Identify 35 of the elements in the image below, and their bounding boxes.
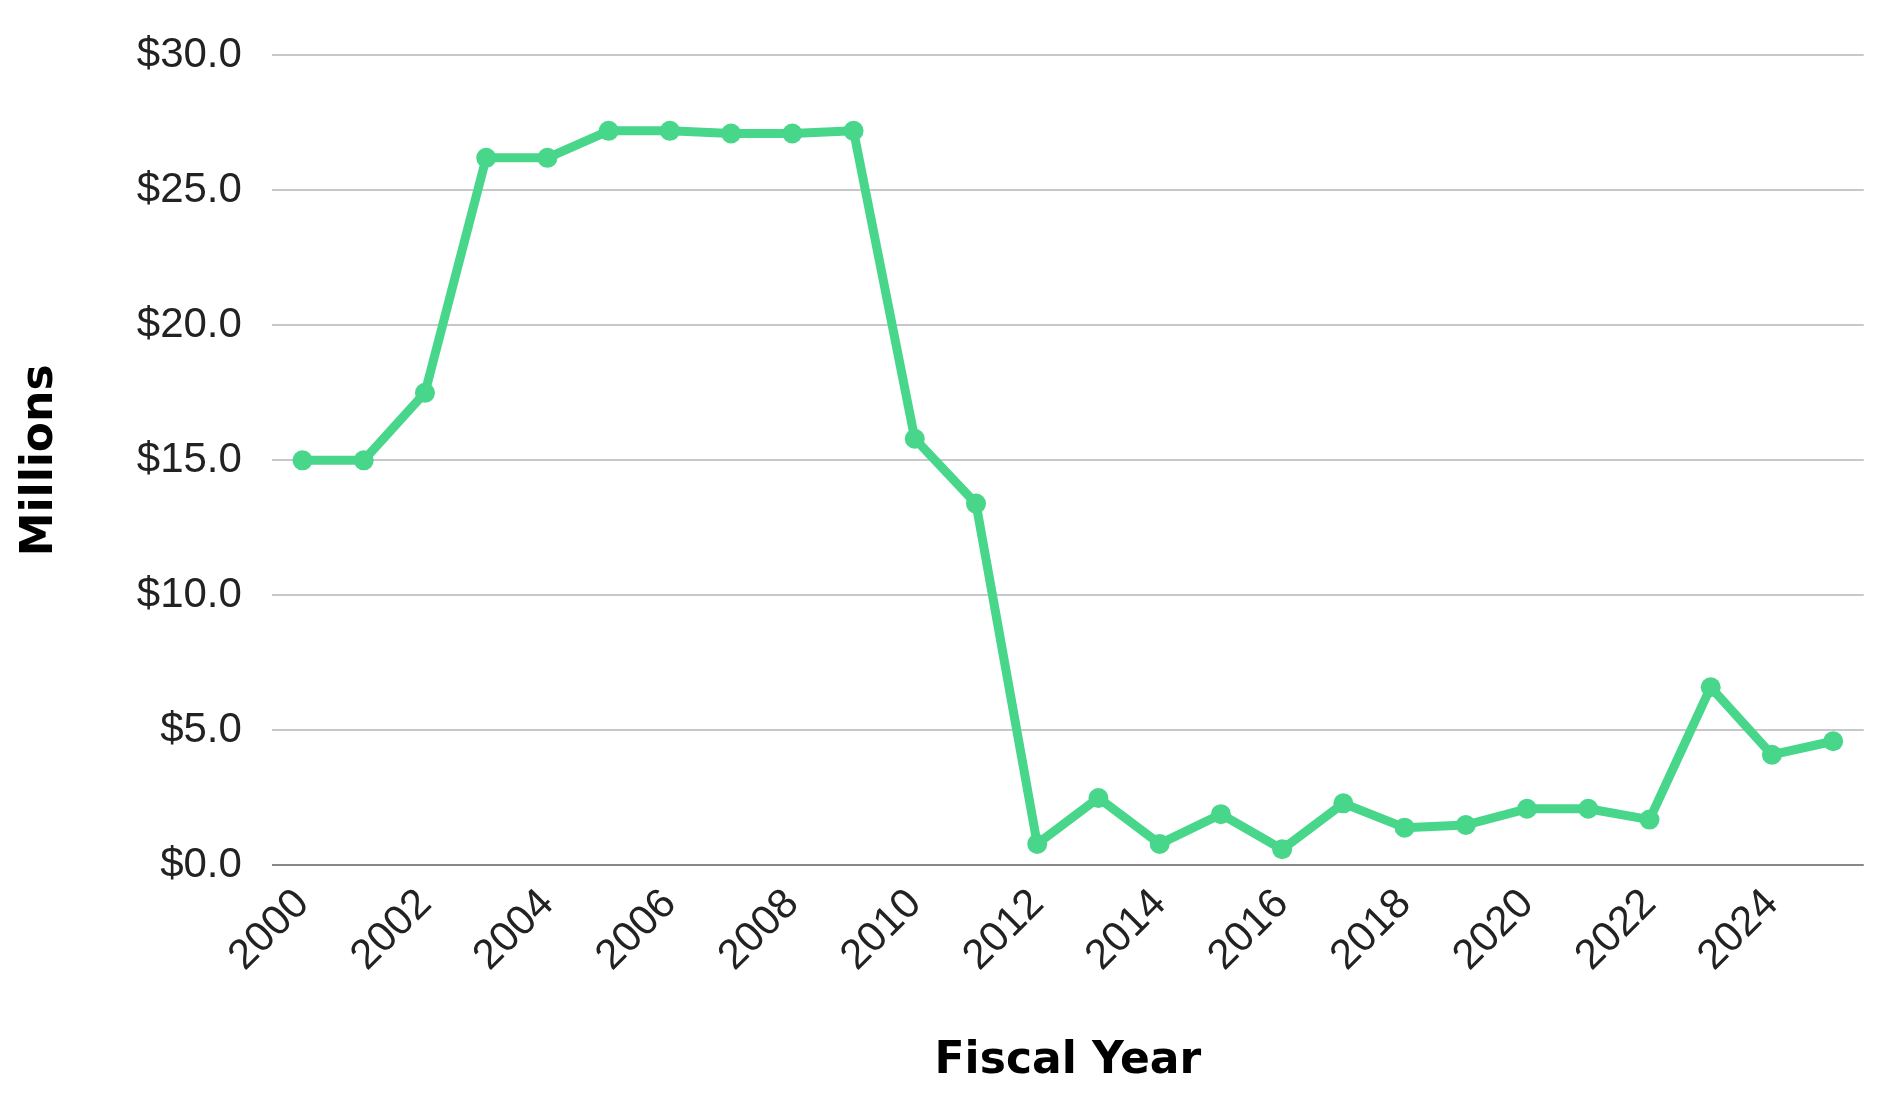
point: [904, 428, 925, 449]
point: [1455, 814, 1476, 835]
point: [1210, 804, 1231, 825]
point: [782, 123, 803, 144]
point: [537, 147, 558, 168]
point: [1578, 798, 1599, 819]
y-tick-label: $30.0: [136, 28, 242, 76]
y-axis-title: Millions: [10, 364, 62, 557]
point: [1333, 793, 1354, 814]
y-tick-label: $10.0: [136, 568, 242, 616]
point: [1823, 731, 1844, 752]
point: [292, 450, 313, 471]
y-tick-label: $25.0: [136, 163, 242, 211]
point: [1027, 833, 1048, 854]
point: [1149, 833, 1170, 854]
point: [1517, 798, 1538, 819]
point: [1761, 744, 1782, 765]
point: [476, 147, 497, 168]
x-axis-title: Fiscal Year: [934, 1032, 1202, 1084]
point: [1394, 817, 1415, 838]
point: [843, 120, 864, 141]
point: [721, 123, 742, 144]
point: [1700, 677, 1721, 698]
y-tick-label: $5.0: [160, 704, 242, 752]
point: [353, 450, 374, 471]
y-tick-label: $0.0: [160, 839, 242, 887]
y-tick-label: $15.0: [136, 433, 242, 481]
point: [1088, 787, 1109, 808]
point: [414, 382, 435, 403]
point: [598, 120, 619, 141]
point: [1272, 839, 1293, 860]
point: [966, 493, 986, 514]
point: [659, 120, 680, 141]
point: [1639, 809, 1660, 830]
y-tick-label: $20.0: [136, 298, 242, 346]
